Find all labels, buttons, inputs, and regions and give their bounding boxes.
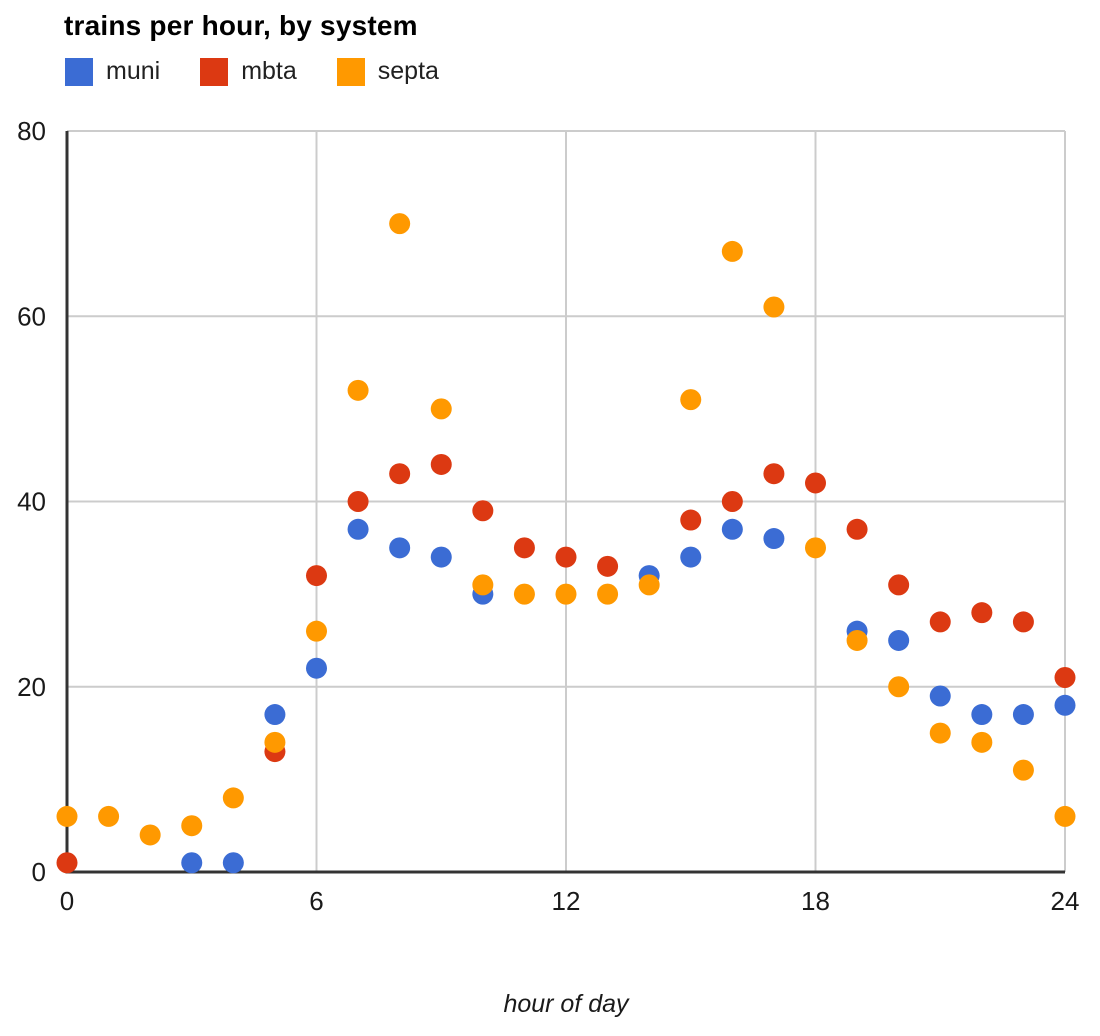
data-point-septa [347,379,369,401]
data-point-mbta [555,546,577,568]
data-point-mbta [56,852,78,874]
x-tick-18: 18 [801,886,830,916]
data-point-septa [846,629,868,651]
data-point-muni [929,685,951,707]
legend-label: septa [377,57,439,85]
legend-swatch-muni [65,57,93,86]
data-point-septa [638,574,660,596]
legend-item-muni: muni [65,57,160,86]
data-point-mbta [929,611,951,633]
data-point-septa [264,731,286,753]
x-tick-0: 0 [60,886,74,916]
data-point-muni [181,852,203,874]
data-point-mbta [597,555,619,577]
data-point-septa [389,213,411,235]
legend-swatch-mbta [200,57,229,86]
data-point-mbta [763,463,785,485]
legend: muni mbta septa [65,57,439,86]
data-point-mbta [721,491,743,512]
data-point-mbta [805,472,826,494]
data-point-muni [721,518,743,540]
data-point-septa [763,296,785,318]
data-point-septa [56,805,78,827]
data-point-muni [306,657,327,679]
data-point-septa [929,722,951,744]
data-point-mbta [389,463,411,485]
legend-label: mbta [241,57,297,85]
data-point-muni [389,537,411,559]
data-point-mbta [971,602,993,624]
data-point-mbta [846,518,868,540]
data-point-muni [264,704,286,726]
x-tick-12: 12 [552,886,581,916]
data-point-septa [472,574,494,596]
data-point-mbta [306,565,327,587]
data-point-mbta [888,574,910,596]
data-point-septa [98,805,120,827]
data-point-muni [971,704,993,726]
data-point-septa [555,583,577,605]
data-point-mbta [680,509,702,531]
data-point-septa [306,620,327,642]
data-point-muni [222,852,244,874]
data-point-muni [1054,694,1076,716]
data-point-septa [430,398,452,420]
data-point-septa [888,676,910,698]
data-point-muni [888,629,910,651]
data-point-septa [680,389,702,411]
y-tick-20: 20 [17,672,46,702]
data-point-muni [680,546,702,568]
data-point-septa [1012,759,1034,781]
data-point-septa [805,537,826,559]
x-axis-title: hour of day [503,990,629,1018]
data-point-muni [1012,704,1034,726]
data-point-mbta [430,453,452,475]
x-tick-24: 24 [1051,886,1080,916]
data-point-muni [430,546,452,568]
legend-label: muni [106,57,161,85]
legend-item-mbta: mbta [200,57,297,86]
chart-title: trains per hour, by system [64,10,418,41]
data-point-septa [1054,805,1076,827]
data-point-septa [597,583,619,605]
y-tick-80: 80 [17,116,46,146]
data-point-septa [971,731,993,753]
data-point-septa [139,824,161,846]
data-point-mbta [472,500,494,522]
x-tick-6: 6 [309,886,323,916]
data-point-septa [222,787,244,809]
legend-item-septa: septa [336,57,439,86]
data-point-mbta [347,491,369,512]
data-point-mbta [513,537,535,559]
y-tick-60: 60 [17,301,46,331]
data-point-septa [721,240,743,262]
data-point-mbta [1012,611,1034,633]
legend-swatch-septa [336,57,365,86]
y-tick-0: 0 [32,857,46,887]
data-point-mbta [1054,666,1076,688]
y-tick-40: 40 [17,487,46,517]
data-point-muni [347,518,369,540]
data-point-septa [181,815,203,837]
data-point-septa [513,583,535,605]
data-point-muni [763,528,785,550]
